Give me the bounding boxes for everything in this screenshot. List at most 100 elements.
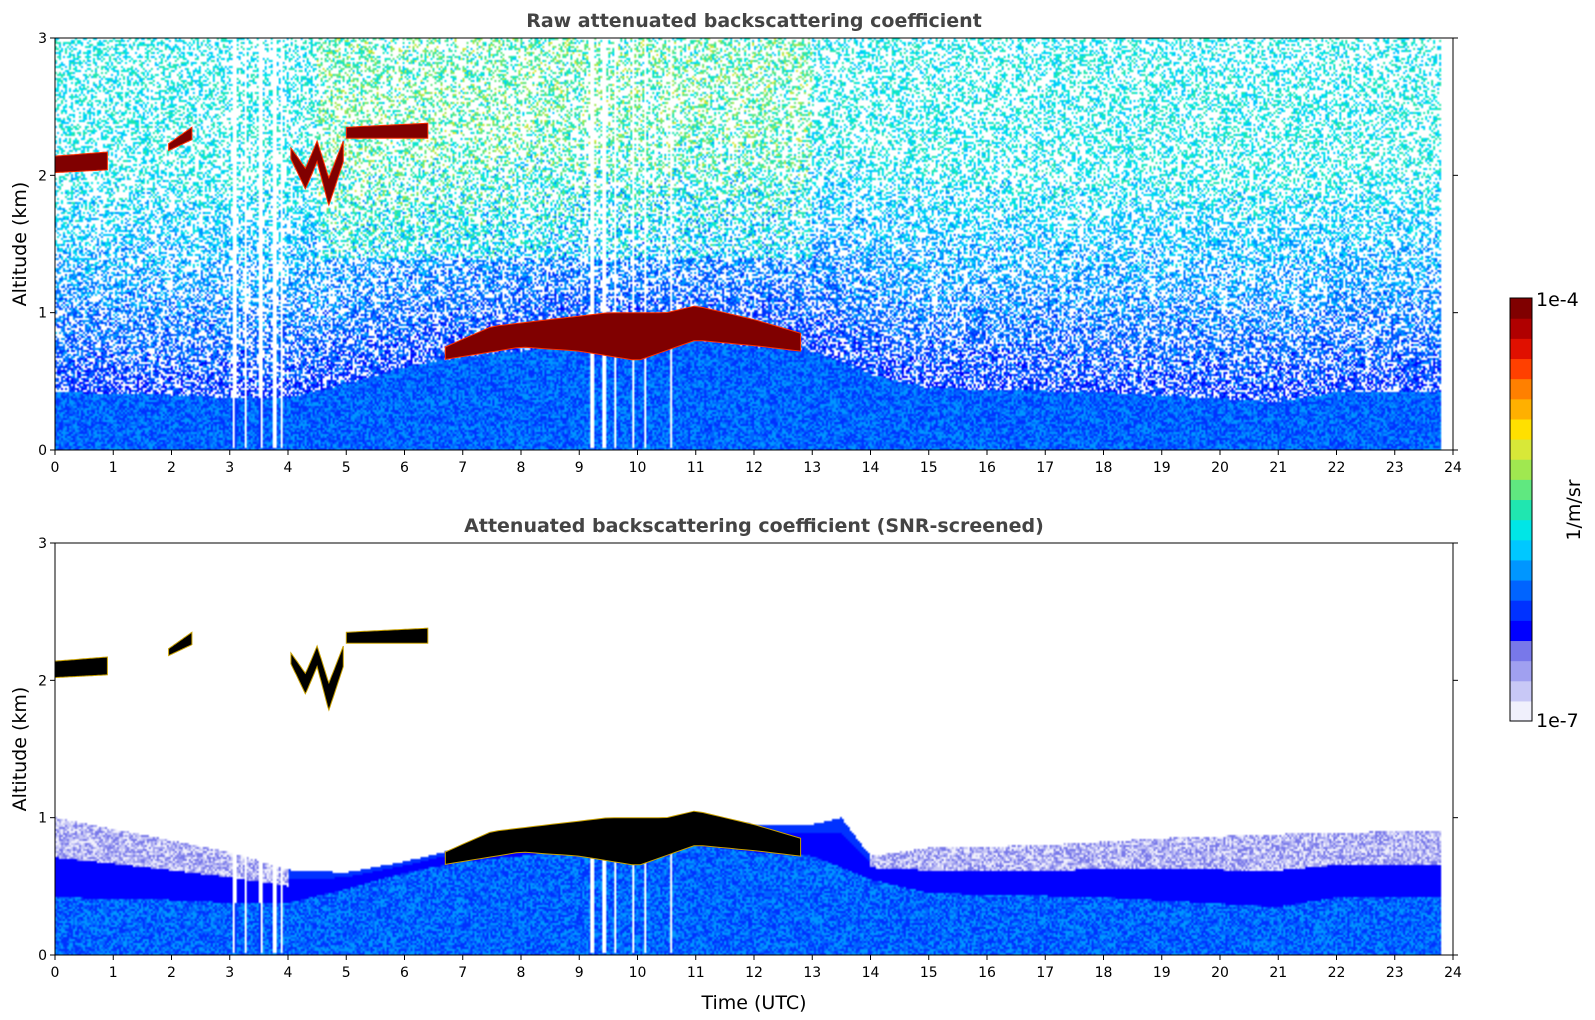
x-tick-label: 3 — [225, 965, 234, 981]
x-tick-label: 19 — [1153, 965, 1171, 981]
colorbar-swatch — [1510, 298, 1532, 319]
heatmap-screened — [55, 543, 1453, 955]
colorbar-swatch — [1510, 680, 1532, 702]
colorbar-swatch — [1510, 439, 1532, 460]
x-tick-label: 11 — [687, 965, 705, 981]
colorbar-swatch — [1510, 418, 1532, 440]
x-tick-label: 23 — [1386, 965, 1404, 981]
colorbar-swatch — [1510, 640, 1532, 662]
x-tick-label: 18 — [1095, 460, 1113, 476]
x-tick-label: 19 — [1153, 460, 1171, 476]
x-tick-label: 16 — [978, 460, 996, 476]
y-axis-screened: 0 1 2 3 — [38, 536, 1458, 964]
x-tick-label: 7 — [458, 965, 467, 981]
x-tick-label: 2 — [167, 460, 176, 476]
colorbar-swatches — [1510, 298, 1532, 722]
y-tick-label: 2 — [38, 673, 47, 689]
colorbar-swatch — [1510, 620, 1532, 642]
colorbar-swatch — [1510, 559, 1532, 581]
x-tick-label: 15 — [920, 965, 938, 981]
x-tick-label: 0 — [51, 965, 60, 981]
y-tick-label: 1 — [38, 811, 47, 827]
x-tick-label: 9 — [575, 460, 584, 476]
cloud-layer — [290, 644, 344, 712]
x-tick-label: 8 — [517, 965, 526, 981]
y-axis-label-raw: Altitude (km) — [9, 182, 31, 307]
x-tick-label: 10 — [629, 460, 647, 476]
x-tick-label: 21 — [1269, 460, 1287, 476]
colorbar-swatch — [1510, 378, 1532, 400]
x-tick-label: 9 — [575, 965, 584, 981]
x-tick-label: 4 — [284, 460, 293, 476]
x-tick-label: 14 — [862, 965, 880, 981]
cloud-layer — [290, 139, 344, 207]
x-axis-label: Time (UTC) — [700, 992, 806, 1014]
colorbar-swatch — [1510, 398, 1532, 420]
cloud-layer — [168, 126, 193, 152]
panel-screened: Attenuated backscattering coefficient (S… — [9, 515, 1462, 1014]
x-tick-label: 15 — [920, 460, 938, 476]
colorbar-swatch — [1510, 479, 1532, 501]
colorbar-max-label: 1e-4 — [1536, 289, 1579, 311]
x-tick-label: 23 — [1386, 460, 1404, 476]
x-tick-label: 1 — [109, 460, 118, 476]
colorbar-min-label: 1e-7 — [1536, 710, 1579, 732]
cloud-layer — [444, 810, 802, 866]
x-tick-label: 14 — [862, 460, 880, 476]
x-tick-label: 24 — [1444, 965, 1462, 981]
colorbar-swatch — [1510, 358, 1532, 380]
x-tick-label: 16 — [978, 965, 996, 981]
y-tick-label: 1 — [38, 306, 47, 322]
x-tick-label: 1 — [109, 965, 118, 981]
x-tick-label: 18 — [1095, 965, 1113, 981]
x-axis-raw: 0 1 2 3 4 5 6 7 8 9 10 11 12 13 14 15 16 17 18 19 20 21 22 23 24 — [51, 450, 1462, 476]
heatmap-texture — [55, 543, 1453, 955]
panel-title-raw: Raw attenuated backscattering coefficien… — [526, 10, 982, 32]
cloud-layer — [345, 122, 429, 139]
colorbar-swatch — [1510, 338, 1532, 360]
x-tick-label: 17 — [1036, 460, 1054, 476]
x-tick-label: 6 — [400, 460, 409, 476]
x-tick-label: 0 — [51, 460, 60, 476]
x-tick-label: 5 — [342, 965, 351, 981]
y-axis-raw: 0 1 2 3 — [38, 31, 1458, 459]
colorbar-unit-label: 1/m/sr — [1563, 479, 1585, 540]
x-tick-label: 2 — [167, 965, 176, 981]
cloud-layer — [168, 631, 193, 657]
colorbar-swatch — [1510, 700, 1532, 722]
heatmap-raw — [55, 38, 1453, 450]
x-tick-label: 22 — [1328, 460, 1346, 476]
x-tick-label: 20 — [1211, 965, 1229, 981]
colorbar-swatch — [1510, 539, 1532, 561]
colorbar-frame — [1509, 297, 1533, 722]
x-tick-label: 5 — [342, 460, 351, 476]
heatmap-texture — [55, 38, 1453, 450]
x-tick-label: 10 — [629, 965, 647, 981]
colorbar-swatch — [1510, 580, 1532, 601]
x-tick-label: 6 — [400, 965, 409, 981]
colorbar-swatch — [1510, 519, 1532, 541]
x-tick-label: 8 — [517, 460, 526, 476]
x-tick-label: 4 — [284, 965, 293, 981]
colorbar-swatch — [1510, 318, 1532, 339]
panel-title-screened: Attenuated backscattering coefficient (S… — [464, 515, 1044, 537]
x-tick-label: 7 — [458, 460, 467, 476]
y-tick-label: 3 — [38, 31, 47, 47]
x-tick-label: 3 — [225, 460, 234, 476]
y-axis-label-screened: Altitude (km) — [9, 687, 31, 812]
x-tick-label: 13 — [803, 965, 821, 981]
x-tick-label: 22 — [1328, 965, 1346, 981]
panel-raw: Raw attenuated backscattering coefficien… — [9, 10, 1462, 476]
x-tick-label: 21 — [1269, 965, 1287, 981]
x-tick-label: 24 — [1444, 460, 1462, 476]
colorbar-swatch — [1510, 600, 1532, 621]
y-tick-label: 2 — [38, 168, 47, 184]
colorbar-swatch — [1510, 660, 1532, 682]
colorbar-swatch — [1510, 499, 1532, 521]
colorbar-swatch — [1510, 459, 1532, 480]
x-axis-screened: 0 1 2 3 4 5 6 7 8 9 10 11 12 13 14 15 16 17 18 19 20 21 22 23 24 — [51, 955, 1462, 981]
colorbar: 1e-4 1e-7 1/m/sr — [1509, 289, 1585, 732]
x-tick-label: 11 — [687, 460, 705, 476]
x-tick-label: 13 — [803, 460, 821, 476]
